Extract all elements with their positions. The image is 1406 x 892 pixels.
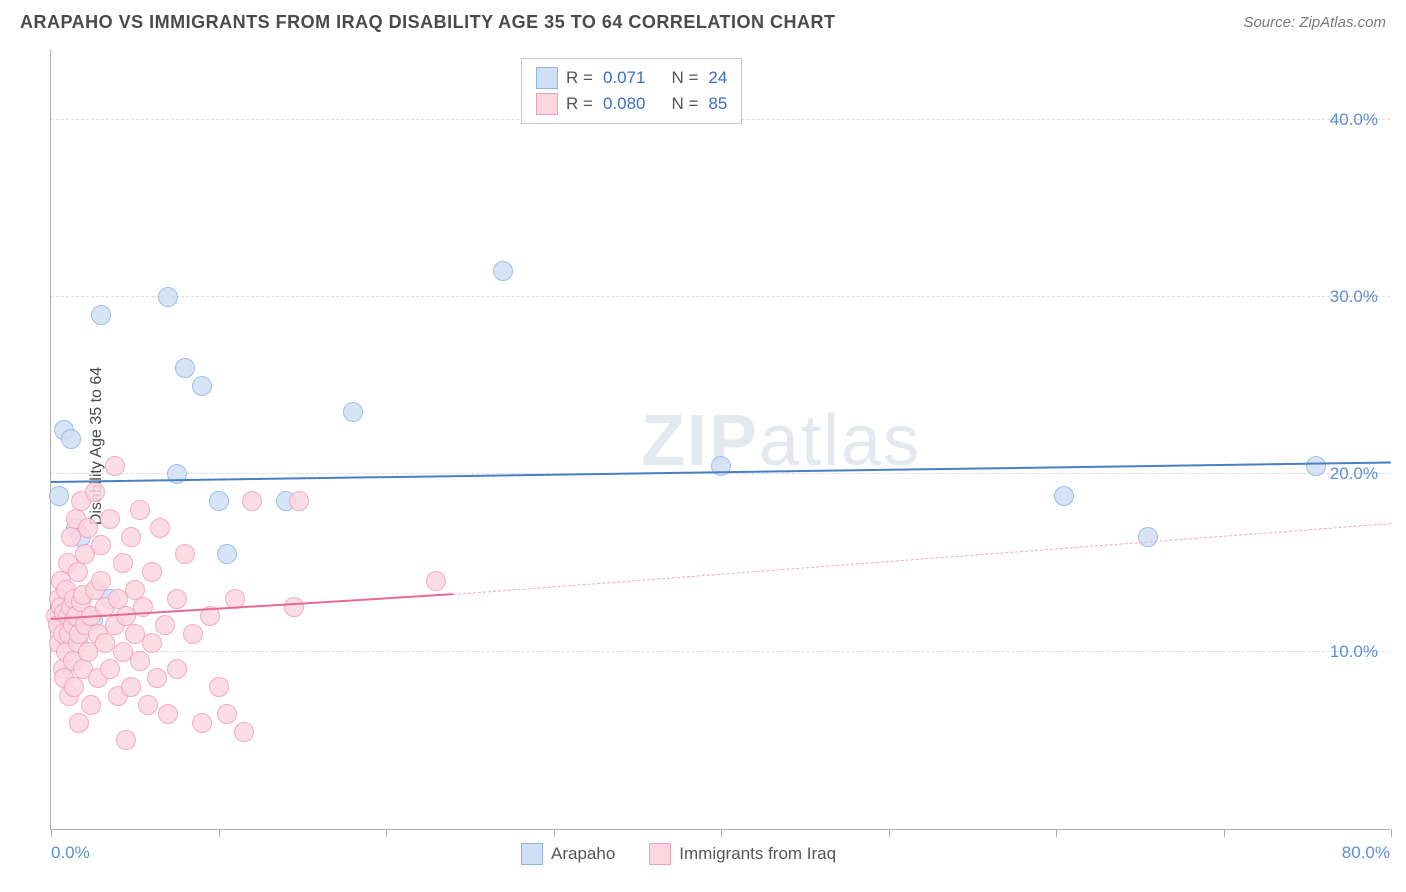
scatter-point: [167, 659, 187, 679]
scatter-point: [493, 261, 513, 281]
scatter-point: [183, 624, 203, 644]
scatter-point: [78, 518, 98, 538]
scatter-point: [69, 713, 89, 733]
scatter-point: [217, 544, 237, 564]
chart-header: ARAPAHO VS IMMIGRANTS FROM IRAQ DISABILI…: [0, 0, 1406, 37]
n-label: N =: [671, 94, 698, 114]
scatter-point: [209, 491, 229, 511]
legend-label: Arapaho: [551, 844, 615, 864]
x-tick: [1056, 829, 1057, 837]
y-tick-label: 20.0%: [1330, 464, 1378, 484]
scatter-point: [242, 491, 262, 511]
scatter-point: [234, 722, 254, 742]
scatter-point: [61, 429, 81, 449]
scatter-point: [289, 491, 309, 511]
scatter-point: [49, 486, 69, 506]
chart-title: ARAPAHO VS IMMIGRANTS FROM IRAQ DISABILI…: [20, 12, 836, 33]
scatter-point: [121, 677, 141, 697]
r-value: 0.080: [603, 94, 646, 114]
series-legend: Arapaho Immigrants from Iraq: [521, 843, 860, 865]
scatter-point: [192, 376, 212, 396]
scatter-point: [142, 562, 162, 582]
scatter-point: [64, 677, 84, 697]
scatter-point: [1054, 486, 1074, 506]
legend-swatch: [521, 843, 543, 865]
x-tick: [721, 829, 722, 837]
gridline: [51, 296, 1390, 297]
scatter-point: [158, 704, 178, 724]
legend-item: Arapaho: [521, 843, 615, 865]
x-tick: [386, 829, 387, 837]
scatter-point: [175, 358, 195, 378]
scatter-point: [81, 695, 101, 715]
x-tick: [554, 829, 555, 837]
scatter-point: [175, 544, 195, 564]
legend-label: Immigrants from Iraq: [679, 844, 836, 864]
x-tick-label-min: 0.0%: [51, 843, 90, 863]
scatter-chart: ZIPatlas 10.0%20.0%30.0%40.0%0.0%80.0%R …: [50, 50, 1390, 830]
x-tick: [51, 829, 52, 837]
scatter-point: [1138, 527, 1158, 547]
scatter-point: [209, 677, 229, 697]
scatter-point: [113, 553, 133, 573]
r-label: R =: [566, 68, 593, 88]
legend-swatch: [536, 93, 558, 115]
trend-line: [453, 523, 1391, 595]
scatter-point: [167, 464, 187, 484]
scatter-point: [138, 695, 158, 715]
scatter-point: [426, 571, 446, 591]
n-label: N =: [671, 68, 698, 88]
scatter-point: [192, 713, 212, 733]
legend-swatch: [536, 67, 558, 89]
x-tick: [219, 829, 220, 837]
y-tick-label: 30.0%: [1330, 287, 1378, 307]
n-value: 24: [708, 68, 727, 88]
scatter-point: [68, 562, 88, 582]
x-tick: [1391, 829, 1392, 837]
scatter-point: [130, 500, 150, 520]
scatter-point: [91, 571, 111, 591]
scatter-point: [142, 633, 162, 653]
legend-swatch: [649, 843, 671, 865]
legend-row: R = 0.080 N = 85: [536, 91, 727, 117]
scatter-point: [167, 589, 187, 609]
x-tick: [889, 829, 890, 837]
x-tick-label-max: 80.0%: [1342, 843, 1390, 863]
chart-source: Source: ZipAtlas.com: [1243, 14, 1386, 31]
scatter-point: [100, 659, 120, 679]
scatter-point: [147, 668, 167, 688]
scatter-point: [100, 509, 120, 529]
n-value: 85: [708, 94, 727, 114]
scatter-point: [284, 597, 304, 617]
legend-row: R = 0.071 N = 24: [536, 65, 727, 91]
scatter-point: [91, 305, 111, 325]
scatter-point: [91, 535, 111, 555]
scatter-point: [158, 287, 178, 307]
scatter-point: [217, 704, 237, 724]
correlation-legend: R = 0.071 N = 24 R = 0.080 N = 85: [521, 58, 742, 124]
scatter-point: [116, 730, 136, 750]
scatter-point: [1306, 456, 1326, 476]
legend-item: Immigrants from Iraq: [649, 843, 836, 865]
scatter-point: [343, 402, 363, 422]
scatter-point: [155, 615, 175, 635]
scatter-point: [105, 456, 125, 476]
scatter-point: [95, 633, 115, 653]
r-value: 0.071: [603, 68, 646, 88]
x-tick: [1224, 829, 1225, 837]
y-tick-label: 40.0%: [1330, 110, 1378, 130]
scatter-point: [150, 518, 170, 538]
scatter-point: [130, 651, 150, 671]
scatter-point: [121, 527, 141, 547]
gridline: [51, 651, 1390, 652]
scatter-point: [85, 482, 105, 502]
y-tick-label: 10.0%: [1330, 642, 1378, 662]
r-label: R =: [566, 94, 593, 114]
